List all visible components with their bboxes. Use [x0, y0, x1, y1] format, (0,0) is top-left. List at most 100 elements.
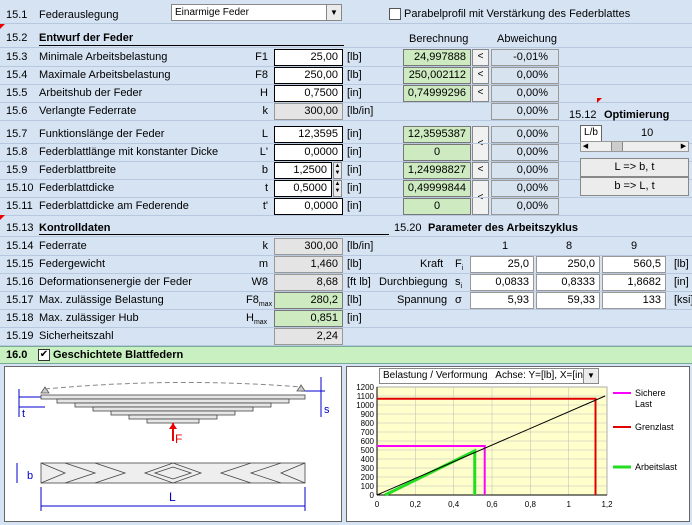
- row-num: 15.9: [6, 164, 28, 176]
- cycle-unit: [in]: [674, 276, 689, 288]
- max-load-value: 280,2: [274, 292, 343, 309]
- apply-calc-button[interactable]: <: [472, 67, 489, 84]
- design-section-title: Entwurf der Feder: [39, 32, 134, 44]
- calc-value: 12,3595387: [403, 126, 471, 143]
- row-num: 15.10: [6, 182, 34, 194]
- section16-checkbox[interactable]: ✔: [38, 349, 50, 361]
- end-thickness-input[interactable]: 0,0000: [274, 198, 343, 215]
- optim-value: 10: [641, 127, 654, 139]
- y-tick-label: 800: [361, 419, 375, 428]
- apply-calc-button[interactable]: <: [472, 49, 489, 66]
- row-symbol: m: [258, 258, 268, 270]
- row-unit: [in]: [347, 128, 362, 140]
- apply-calc-button[interactable]: <: [472, 85, 489, 102]
- row-symbol: t': [262, 200, 268, 212]
- row-symbol: b: [261, 164, 268, 176]
- cycle-value: 5,93: [470, 292, 534, 309]
- rate-value: 300,00: [274, 238, 343, 255]
- y-tick-label: 1200: [356, 383, 374, 392]
- cycle-value: 250,0: [536, 256, 600, 273]
- thickness-stepper[interactable]: ▲ ▼: [333, 180, 342, 197]
- optimize-width-button[interactable]: b => L, t: [580, 177, 689, 196]
- spring-diagram: t s F b L: [4, 366, 342, 522]
- y-tick-label: 700: [361, 428, 375, 437]
- series-line: [377, 444, 486, 495]
- cycle-value: 0,8333: [536, 274, 600, 291]
- calc-value: 0: [403, 144, 471, 161]
- row-num: 15.19: [6, 330, 34, 342]
- row-num: 15.14: [6, 240, 34, 252]
- cycle-col-8: 8: [566, 240, 573, 252]
- x-tick-label: 0,8: [525, 500, 537, 509]
- row-symbol: W8: [251, 276, 269, 288]
- spring-drawing: t s F b L: [16, 377, 330, 511]
- row-unit: [in]: [347, 312, 362, 324]
- row-symbol: F1: [255, 51, 268, 63]
- chevron-down-icon[interactable]: ▼: [583, 369, 598, 383]
- row-unit: [in]: [347, 200, 362, 212]
- x-tick-label: 1: [566, 500, 571, 509]
- cycle-row-label: Kraft: [420, 258, 444, 270]
- row-num: 15.16: [6, 276, 34, 288]
- row-num: 15.15: [6, 258, 34, 270]
- row-label: Maximale Arbeitsbelastung: [39, 69, 171, 81]
- y-tick-label: 500: [361, 446, 375, 455]
- optim-title: Optimierung: [604, 109, 670, 121]
- section16-num: 16.0: [6, 349, 28, 361]
- row-symbol: L': [259, 146, 268, 158]
- row-unit: [ft lb]: [347, 276, 371, 288]
- design-type-select[interactable]: Einarmige Feder ▼: [171, 4, 342, 21]
- row-num: 15.4: [6, 69, 28, 81]
- series-line: [384, 448, 477, 497]
- legend-label: Arbeitslast: [635, 462, 678, 472]
- apply-calc-button[interactable]: <: [472, 162, 489, 179]
- row-symbol: L: [261, 128, 268, 140]
- y-tick-label: 400: [361, 455, 375, 464]
- scroll-left-icon[interactable]: ◀: [582, 143, 589, 150]
- max-load-input[interactable]: 250,00: [274, 67, 343, 84]
- x-tick-label: 0,2: [410, 500, 422, 509]
- row-unit: [lb]: [347, 51, 362, 63]
- thickness-input[interactable]: 0,5000: [274, 180, 332, 197]
- row-label: Federblattbreite: [39, 164, 117, 176]
- length-input[interactable]: 12,3595: [274, 126, 343, 143]
- energy-value: 8,68: [274, 274, 343, 291]
- cycle-title: Parameter des Arbeitszyklus: [428, 222, 578, 234]
- chart-select[interactable]: Belastung / Verformung Achse: Y=[lb], X=…: [379, 368, 599, 384]
- row-label: Max. zulässiger Hub: [39, 312, 139, 324]
- optim-num: 15.12: [569, 109, 597, 121]
- width-input[interactable]: 1,2500: [274, 162, 332, 179]
- min-load-input[interactable]: 25,00: [274, 49, 343, 66]
- stroke-input[interactable]: 0,7500: [274, 85, 343, 102]
- y-tick-label: 300: [361, 464, 375, 473]
- optim-scrollbar[interactable]: ◀ ▶: [580, 141, 689, 152]
- scroll-thumb[interactable]: [611, 142, 623, 151]
- row-num: 15.13: [6, 222, 34, 234]
- cycle-value: 560,5: [602, 256, 666, 273]
- deviation-value: 0,00%: [491, 162, 559, 179]
- calc-value: 250,002112: [403, 67, 471, 84]
- x-tick-label: 0,4: [448, 500, 460, 509]
- row-num: 15.6: [6, 105, 28, 117]
- parabel-checkbox[interactable]: [389, 8, 401, 20]
- cycle-num: 15.20: [394, 222, 422, 234]
- row-label: Minimale Arbeitsbelastung: [39, 51, 168, 63]
- const-length-input[interactable]: 0,0000: [274, 144, 343, 161]
- row-num: 15.3: [6, 51, 28, 63]
- optimize-length-button[interactable]: L => b, t: [580, 158, 689, 177]
- row-num: 15.7: [6, 128, 28, 140]
- row-label: Federblattdicke: [39, 182, 115, 194]
- x-tick-label: 0: [375, 500, 380, 509]
- chevron-down-icon[interactable]: ▼: [326, 5, 341, 20]
- width-stepper[interactable]: ▲ ▼: [333, 162, 342, 179]
- row-label: Arbeitshub der Feder: [39, 87, 143, 99]
- row-label: Federblattlänge mit konstanter Dicke: [39, 146, 219, 158]
- cycle-value: 59,33: [536, 292, 600, 309]
- row-label: Verlangte Federrate: [39, 105, 137, 117]
- deviation-value: 0,00%: [491, 67, 559, 84]
- cycle-row-symbol: σ: [455, 294, 462, 306]
- cycle-row-label: Durchbiegung: [379, 276, 448, 288]
- scroll-right-icon[interactable]: ▶: [680, 143, 687, 150]
- row-num: 15.11: [6, 200, 33, 212]
- row-unit: [lb]: [347, 294, 362, 306]
